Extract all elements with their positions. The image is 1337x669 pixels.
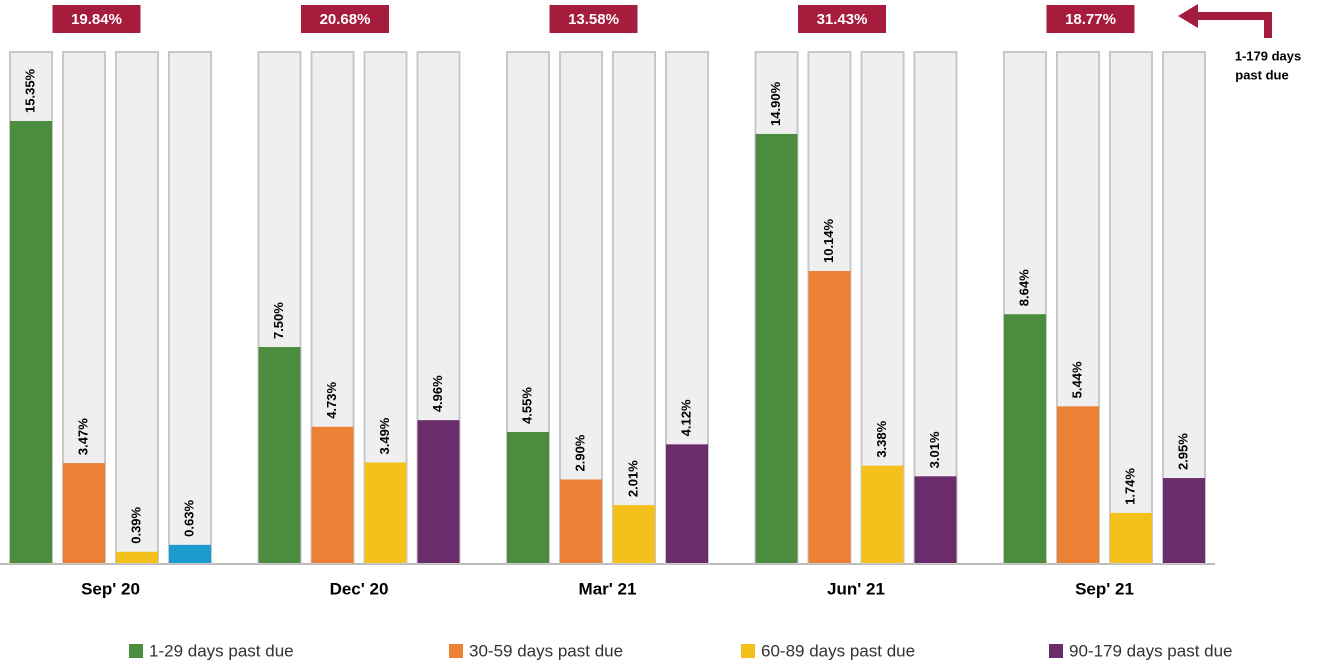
- bar: [169, 544, 211, 563]
- value-label: 14.90%: [768, 81, 783, 126]
- value-label: 0.63%: [181, 500, 196, 537]
- bar: [914, 476, 957, 563]
- bar: [1163, 478, 1205, 563]
- bar: [364, 462, 407, 563]
- value-label: 4.96%: [430, 375, 445, 412]
- annotation-arrow: [1195, 12, 1272, 38]
- value-label: 8.64%: [1016, 269, 1031, 306]
- total-box: [301, 5, 389, 33]
- value-label: 7.50%: [271, 302, 286, 339]
- total-box: [549, 5, 638, 33]
- bar-background: [1109, 51, 1153, 564]
- total-label: 31.43%: [817, 11, 868, 28]
- bar-background: [115, 51, 159, 564]
- legend-swatch: [1049, 644, 1063, 658]
- bar: [666, 444, 708, 563]
- value-label: 4.55%: [519, 387, 534, 424]
- bar: [417, 420, 460, 563]
- bar: [808, 271, 851, 563]
- value-label: 4.12%: [678, 399, 693, 436]
- value-label: 3.47%: [75, 418, 90, 455]
- legend-label: 30-59 days past due: [469, 641, 623, 660]
- bar: [116, 551, 158, 563]
- total-label: 13.58%: [568, 11, 619, 28]
- bar: [63, 463, 105, 563]
- bar: [1057, 406, 1099, 563]
- value-label: 3.01%: [927, 431, 942, 468]
- legend-swatch: [129, 644, 143, 658]
- bar: [10, 120, 52, 564]
- total-box: [52, 5, 141, 33]
- category-label: Sep' 20: [81, 579, 140, 598]
- value-label: 2.01%: [625, 460, 640, 497]
- category-label: Jun' 21: [827, 579, 885, 598]
- legend-label: 60-89 days past due: [761, 641, 915, 660]
- legend-swatch: [449, 644, 463, 658]
- value-label: 1.74%: [1122, 468, 1137, 505]
- total-label: 19.84%: [71, 11, 122, 28]
- value-label: 4.73%: [324, 381, 339, 418]
- bar: [258, 347, 301, 563]
- value-label: 3.49%: [377, 417, 392, 454]
- annotation: 1-179 days: [1235, 48, 1302, 63]
- value-label: 10.14%: [821, 218, 836, 263]
- bar: [311, 426, 354, 563]
- total-label: 20.68%: [320, 11, 371, 28]
- bar: [1110, 512, 1152, 563]
- annotation: past due: [1235, 67, 1288, 82]
- value-label: 3.38%: [874, 420, 889, 457]
- category-label: Sep' 21: [1075, 579, 1134, 598]
- bar: [613, 505, 655, 563]
- bar: [507, 431, 549, 563]
- legend-swatch: [741, 644, 755, 658]
- bar-background: [1162, 51, 1206, 564]
- bar-background: [168, 51, 212, 564]
- bar-background: [559, 51, 603, 564]
- category-label: Dec' 20: [330, 579, 389, 598]
- legend-label: 90-179 days past due: [1069, 641, 1233, 660]
- total-box: [798, 5, 886, 33]
- value-label: 5.44%: [1069, 361, 1084, 398]
- bar: [1004, 314, 1046, 563]
- value-label: 2.90%: [572, 434, 587, 471]
- value-label: 2.95%: [1175, 433, 1190, 470]
- category-label: Mar' 21: [579, 579, 637, 598]
- bar: [560, 479, 602, 563]
- bar: [755, 133, 798, 563]
- legend-label: 1-29 days past due: [149, 641, 294, 660]
- annotation-arrowhead: [1178, 4, 1198, 28]
- bar: [861, 465, 904, 563]
- value-label: 15.35%: [22, 68, 37, 113]
- value-label: 0.39%: [128, 506, 143, 543]
- total-label: 18.77%: [1065, 11, 1116, 28]
- total-box: [1046, 5, 1135, 33]
